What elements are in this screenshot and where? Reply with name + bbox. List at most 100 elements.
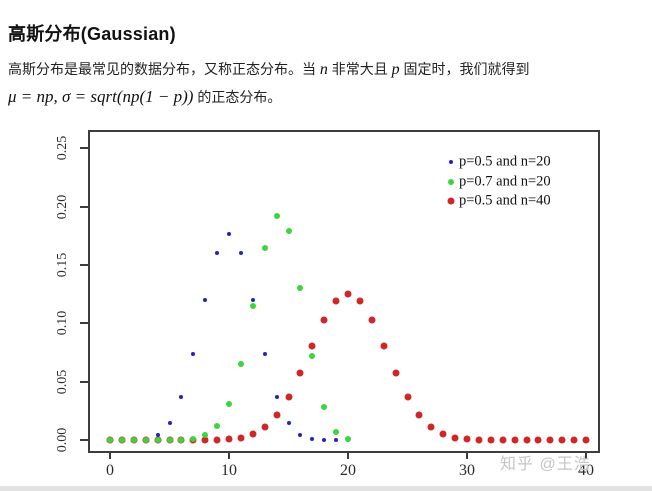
data-point: [237, 360, 244, 367]
data-point: [227, 232, 231, 237]
math-var-p: p: [391, 61, 400, 78]
x-axis-tick: [466, 451, 468, 459]
y-axis-tick: [80, 380, 88, 383]
data-point: [344, 290, 352, 298]
legend-marker-icon: [449, 160, 453, 164]
data-point: [118, 437, 125, 443]
data-point: [130, 437, 137, 443]
data-point: [475, 436, 483, 444]
data-point: [310, 436, 315, 441]
math-formula: μ = np, σ = sqrt(np(1 − p)): [8, 87, 194, 106]
data-point: [309, 353, 316, 360]
data-point: [213, 436, 221, 444]
y-axis-tick-label: 0.05: [55, 369, 70, 394]
intro-text-3: 固定时，我们就得到: [399, 61, 530, 77]
data-point: [523, 436, 530, 444]
y-axis-tick-label: 0.10: [55, 311, 70, 336]
y-axis-tick: [80, 147, 88, 150]
data-point: [427, 423, 435, 431]
data-point: [167, 420, 172, 425]
data-point: [261, 423, 269, 431]
data-point: [274, 394, 279, 399]
legend-marker-icon: [447, 197, 455, 205]
data-point: [285, 228, 292, 235]
data-point: [190, 435, 197, 442]
legend-label: p=0.7 and n=20: [459, 173, 551, 189]
y-axis-tick-label: 0.15: [55, 252, 70, 278]
data-point: [178, 436, 185, 443]
data-point: [334, 437, 339, 442]
data-point: [582, 436, 590, 444]
legend-marker-icon: [448, 178, 454, 185]
x-axis-tick-label: 0: [106, 462, 114, 479]
data-point: [546, 436, 554, 444]
data-point: [487, 436, 495, 444]
data-point: [237, 434, 245, 442]
data-point: [286, 420, 291, 425]
data-point: [191, 351, 196, 356]
data-point: [322, 437, 327, 442]
x-axis-tick-label: 30: [459, 462, 475, 479]
data-point: [451, 434, 459, 442]
data-point: [570, 436, 578, 444]
bottom-divider: [0, 486, 652, 491]
data-point: [249, 303, 256, 310]
data-point: [285, 393, 292, 401]
data-point: [392, 369, 400, 377]
x-axis-tick: [109, 451, 111, 459]
intro-text-1: 高斯分布是最常见的数据分布，又称正态分布。当: [8, 61, 320, 77]
data-point: [203, 297, 208, 302]
data-point: [320, 316, 328, 324]
page-title: 高斯分布(Gaussian): [8, 24, 176, 45]
data-point: [439, 430, 447, 438]
data-point: [297, 284, 304, 291]
data-point: [368, 316, 376, 324]
watermark: 知乎 @王浩: [500, 456, 591, 473]
data-point: [142, 437, 149, 443]
plot-area: 0 10 20 30 40 0.00 0.05 0.10 0.15 0.20 0.25 p=0.5 a…: [55, 130, 600, 479]
y-axis-tick-label: 0.25: [55, 136, 70, 161]
x-axis-tick-label: 40: [578, 462, 594, 479]
y-axis-tick: [80, 439, 88, 441]
data-point: [250, 297, 255, 302]
data-point: [249, 430, 257, 438]
intro-paragraph: 高斯分布是最常见的数据分布，又称正态分布。当 n 非常大且 p 固定时，我们就得…: [8, 58, 648, 108]
data-point: [202, 432, 209, 439]
data-point: [463, 435, 471, 443]
data-point: [511, 436, 519, 444]
data-point: [499, 436, 507, 444]
data-point: [273, 213, 280, 220]
data-point: [262, 351, 267, 356]
x-axis-tick: [228, 451, 230, 459]
math-var-n: n: [319, 61, 328, 78]
y-axis-tick-label: 0.00: [55, 427, 70, 453]
data-point: [261, 245, 268, 252]
y-axis-tick: [80, 322, 88, 325]
data-point: [333, 429, 340, 436]
y-axis-tick: [80, 263, 88, 266]
data-point: [404, 393, 411, 401]
data-point: [356, 297, 364, 305]
data-point: [273, 411, 281, 419]
data-point: [296, 369, 304, 377]
data-point: [380, 342, 388, 350]
data-point: [225, 435, 233, 443]
data-point: [415, 411, 423, 419]
data-point: [534, 436, 542, 444]
legend-label: p=0.5 and n=40: [459, 192, 551, 209]
data-point: [321, 404, 328, 411]
x-axis-tick: [347, 451, 349, 459]
intro-text-2: 非常大且: [327, 61, 392, 77]
y-axis-tick-label: 0.20: [55, 194, 70, 219]
data-point: [558, 436, 566, 444]
data-point: [179, 394, 184, 399]
data-point: [154, 436, 161, 443]
y-axis-tick: [80, 205, 88, 208]
data-point: [215, 251, 220, 256]
legend-label: p=0.5 and n=20: [459, 153, 551, 170]
data-point: [298, 432, 303, 437]
intro-text-4: 的正态分布。: [193, 89, 282, 105]
data-point: [226, 401, 232, 408]
data-point: [214, 422, 221, 429]
